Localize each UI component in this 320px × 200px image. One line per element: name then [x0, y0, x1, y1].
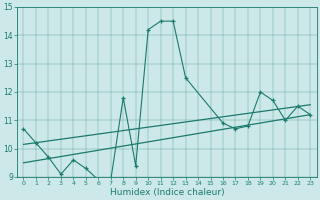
- X-axis label: Humidex (Indice chaleur): Humidex (Indice chaleur): [109, 188, 224, 197]
